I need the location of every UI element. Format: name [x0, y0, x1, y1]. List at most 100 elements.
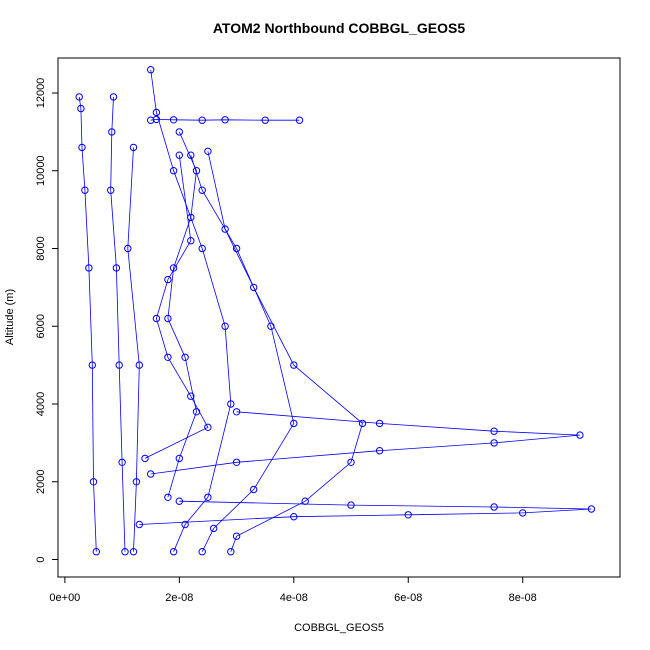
data-point [587, 505, 596, 513]
data-point [187, 213, 195, 222]
y-tick-label: 4000 [35, 392, 47, 416]
data-point [169, 116, 178, 124]
data-point [290, 419, 298, 428]
profile-series [147, 66, 235, 556]
data-point [175, 151, 184, 159]
data-point [118, 458, 126, 466]
data-point [227, 548, 235, 556]
data-point [250, 485, 258, 494]
profile-series [204, 147, 367, 556]
profile-series [164, 128, 201, 501]
profile-series [75, 93, 101, 556]
data-point [198, 244, 206, 253]
x-tick-label: 6e-08 [394, 592, 422, 604]
data-point [147, 470, 155, 478]
data-point [232, 458, 241, 466]
y-tick-label: 6000 [35, 314, 47, 338]
data-point [290, 361, 298, 369]
data-point [232, 532, 241, 540]
profile-series [187, 151, 298, 556]
data-point [192, 408, 201, 416]
data-point [129, 548, 138, 556]
data-point [92, 548, 101, 556]
data-point [221, 225, 229, 233]
data-point [198, 186, 206, 194]
y-tick-label: 10000 [35, 155, 47, 186]
data-point [77, 104, 85, 113]
data-point [78, 143, 86, 152]
data-point [107, 186, 115, 194]
data-point [135, 361, 144, 369]
profile-series [107, 93, 129, 556]
data-point [81, 186, 89, 194]
data-point [164, 275, 172, 284]
data-point [169, 548, 178, 556]
data-point [358, 419, 367, 428]
profile-series [141, 151, 212, 463]
plot-frame [57, 57, 621, 578]
profile-series [147, 115, 304, 124]
data-point [375, 419, 384, 428]
y-tick-label: 12000 [35, 78, 47, 109]
data-point [121, 548, 129, 556]
data-point [147, 116, 155, 124]
data-point [115, 361, 123, 369]
series-line [190, 155, 295, 552]
series-line [150, 411, 580, 475]
data-point [490, 427, 498, 435]
x-axis: 0e+00 2e-08 4e-08 6e-08 8e-08 [49, 576, 537, 604]
data-point [129, 143, 138, 152]
data-point [210, 524, 218, 533]
series-line [110, 96, 126, 552]
data-point [112, 264, 121, 272]
x-axis-label: COBBGL_GEOS5 [294, 622, 384, 634]
data-point [152, 314, 161, 323]
data-point [221, 116, 229, 124]
data-point [198, 116, 206, 124]
data-point [204, 423, 212, 431]
data-point [164, 314, 172, 323]
data-marks [75, 66, 596, 556]
y-tick-label: 2000 [35, 470, 47, 494]
data-point [490, 503, 498, 511]
series-line [150, 69, 232, 552]
data-point [175, 128, 184, 136]
series-line [167, 131, 197, 498]
data-point [261, 116, 269, 124]
data-point [347, 458, 355, 466]
data-point [169, 167, 178, 175]
y-tick-label: 8000 [35, 236, 47, 260]
data-point [404, 511, 412, 519]
data-point [204, 147, 212, 156]
data-point [169, 264, 178, 272]
data-point [181, 520, 189, 529]
data-point [164, 353, 172, 361]
x-tick-label: 2e-08 [165, 592, 193, 604]
chart-title: ATOM2 Northbound COBBGL_GEOS5 [213, 20, 465, 36]
series-line [207, 151, 363, 552]
data-point [375, 447, 384, 455]
profile-series [124, 143, 144, 556]
x-tick-label: 4e-08 [280, 592, 308, 604]
data-point [204, 493, 212, 501]
data-point [132, 478, 141, 486]
data-point [227, 400, 235, 408]
data-point [109, 93, 118, 101]
data-point [198, 548, 206, 556]
data-point [187, 237, 195, 245]
data-point [75, 93, 83, 101]
y-tick-label: 0 [35, 556, 47, 562]
data-point [295, 116, 304, 124]
y-axis: 0 2000 4000 6000 8000 10000 12000 [35, 78, 59, 563]
series-line [127, 147, 140, 552]
data-point [576, 431, 584, 439]
data-point [347, 501, 355, 509]
data-point [108, 128, 116, 136]
series-line [139, 500, 592, 525]
x-tick-label: 8e-08 [509, 592, 537, 604]
data-point [89, 478, 98, 486]
data-point [250, 283, 258, 292]
data-point [164, 493, 172, 501]
data-point [175, 497, 184, 505]
